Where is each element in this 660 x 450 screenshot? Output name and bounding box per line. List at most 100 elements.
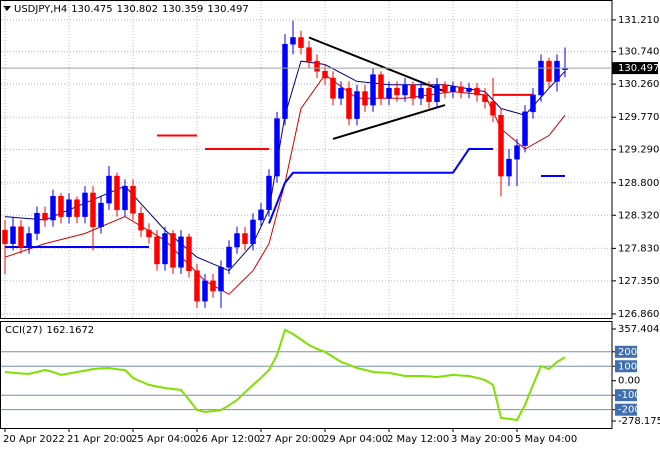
candle-body [306, 47, 312, 62]
candle-body [402, 84, 408, 96]
candle-body [498, 114, 504, 177]
candle-body [474, 87, 480, 96]
candle-body [370, 74, 376, 106]
y-tick-label: -200 [618, 405, 641, 416]
candle-body [194, 270, 200, 302]
x-tick-label: 29 Apr 04:00 [323, 434, 388, 445]
level-label-box [615, 360, 637, 373]
y-tick-label: 0.00 [618, 376, 640, 387]
candle-body [90, 192, 96, 227]
candle-body [42, 212, 48, 221]
candle-body [338, 87, 344, 99]
candle-body [322, 71, 328, 79]
line [268, 148, 493, 224]
candle-body [522, 111, 528, 146]
candle-body [274, 118, 280, 177]
candle-body [450, 86, 456, 92]
candle-body [466, 87, 472, 92]
candle-body [378, 74, 384, 99]
cci-header: CCI(27) 162.1672 [5, 325, 94, 336]
candle-body [282, 43, 288, 119]
cci-title: CCI(27) [5, 325, 43, 336]
y-tick-label: 130.260 [618, 79, 659, 90]
cci-value: 162.1672 [46, 325, 94, 336]
candle-body [418, 87, 424, 99]
candle-body [74, 199, 80, 217]
y-tick-label: -100 [618, 390, 641, 401]
candle-body [10, 226, 16, 244]
candle-body [218, 267, 224, 292]
level-label-box [615, 345, 637, 358]
y-tick-label: 129.770 [618, 112, 659, 123]
x-tick-label: 21 Apr 20:00 [67, 434, 132, 445]
candle-body [298, 37, 304, 48]
candle-body [538, 60, 544, 96]
candle-body [546, 60, 552, 82]
x-tick-label: 5 May 04:00 [515, 434, 577, 445]
candle-body [530, 94, 536, 113]
candle-body [554, 60, 560, 82]
cci-frame [0, 321, 613, 429]
candle-body [490, 101, 496, 116]
candle-body [226, 246, 232, 268]
line [332, 104, 446, 140]
candle-body [330, 77, 336, 99]
candle-body [122, 185, 128, 211]
x-tick-label: 27 Apr 20:00 [259, 434, 324, 445]
candle-body [114, 175, 120, 211]
current-price-label: 130.497 [618, 63, 659, 74]
candle-body [354, 91, 360, 119]
candle-body [26, 233, 32, 248]
y-tick-label: 129.290 [618, 145, 659, 156]
candle-body [170, 233, 176, 268]
y-tick-label: 131.210 [618, 15, 659, 26]
candle-body [250, 219, 256, 244]
candle-body [50, 196, 56, 221]
candle-body [442, 84, 448, 92]
candle-body [82, 192, 88, 217]
low-value: 130.359 [162, 4, 203, 15]
candle-body [178, 236, 184, 268]
close-value: 130.497 [207, 4, 248, 15]
candle-body [138, 212, 144, 231]
x-tick-label: 25 Apr 04:00 [131, 434, 196, 445]
y-tick-label: 357.404 [618, 324, 659, 335]
candle-body [434, 84, 440, 102]
candle-body [266, 175, 272, 211]
y-tick-label: 128.320 [618, 210, 659, 221]
candle-body [58, 196, 64, 217]
current-price-box [612, 62, 658, 75]
candle-body [162, 233, 168, 265]
candle-body [34, 212, 40, 234]
candle-body [234, 233, 240, 248]
candle-body [98, 202, 104, 227]
candle-body [314, 60, 320, 72]
line [308, 36, 446, 93]
candle-body [362, 91, 368, 106]
x-tick-label: 3 May 20:00 [451, 434, 513, 445]
high-value: 130.802 [117, 4, 158, 15]
candle-body [346, 87, 352, 119]
level-label-box [615, 403, 637, 416]
candle-body [2, 229, 8, 244]
y-tick-label: -278.175 [618, 416, 660, 427]
candle-body [482, 94, 488, 102]
candle-body [130, 185, 136, 214]
candle-body [66, 199, 72, 217]
y-tick-label: 130.740 [618, 47, 659, 58]
y-tick-label: 126.860 [618, 309, 659, 320]
candle-body [394, 87, 400, 96]
y-tick-label: 100 [618, 361, 637, 372]
x-tick-label: 26 Apr 12:00 [195, 434, 260, 445]
candle-body [146, 229, 152, 238]
candle-body [426, 87, 432, 102]
candle-body [18, 226, 24, 248]
line [4, 328, 566, 422]
main-frame [0, 0, 613, 319]
chart-header: USDJPY,H4 130.475 130.802 130.359 130.497 [14, 4, 249, 15]
symbol: USDJPY,H4 [14, 4, 67, 15]
candle-body [410, 84, 416, 99]
candle-body [186, 236, 192, 271]
x-tick-label: 2 May 12:00 [387, 434, 449, 445]
